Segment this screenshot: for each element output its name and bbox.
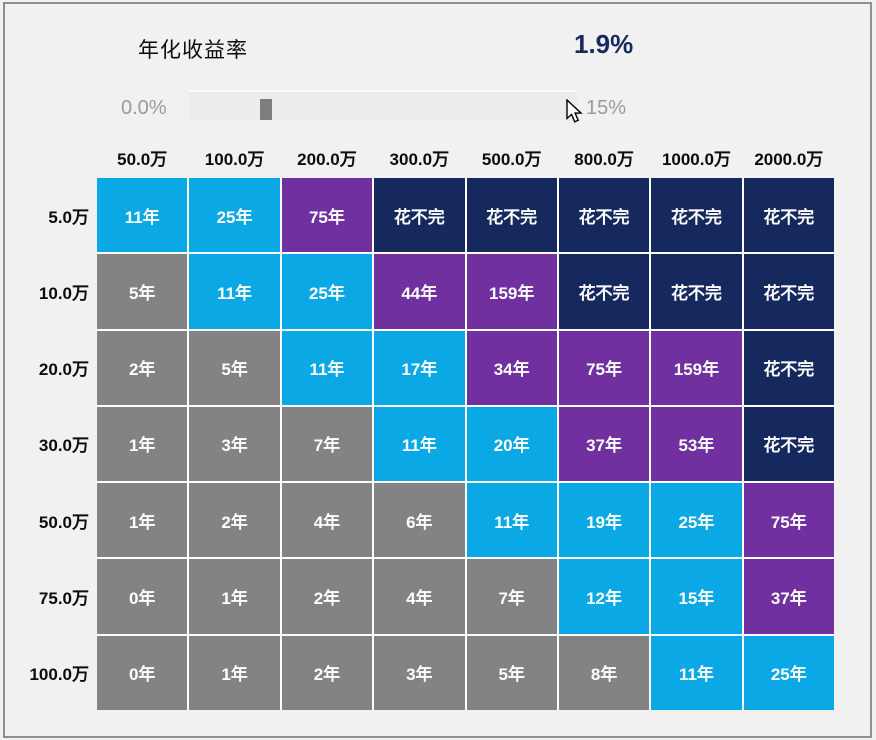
heatmap-cell[interactable]: 7年 [281,406,373,482]
heatmap-cell[interactable]: 75年 [558,330,650,405]
heatmap-cell[interactable]: 花不完 [743,178,834,253]
heatmap-cell[interactable]: 0年 [97,635,188,710]
heatmap-cell[interactable]: 3年 [189,406,280,482]
heatmap-cell[interactable]: 8年 [558,635,650,710]
row-header: 10.0万 [38,283,89,303]
column-header: 300.0万 [389,150,450,169]
heatmap-cell[interactable]: 花不完 [466,178,557,253]
row-header: 20.0万 [38,360,89,380]
heatmap-cell[interactable]: 2年 [97,330,188,405]
heatmap-cell[interactable]: 2年 [189,483,280,558]
column-header: 1000.0万 [661,150,731,169]
row-header: 100.0万 [29,665,89,685]
heatmap-row-labels: 5.0万 10.0万 20.0万 30.0万 50.0万 75.0万 100.0万 [8,178,89,710]
rate-slider-handle[interactable] [260,99,272,120]
heatmap-cell[interactable]: 6年 [374,483,465,558]
heatmap-cell[interactable]: 11年 [281,330,373,405]
heatmap-cell[interactable]: 4年 [374,559,465,634]
heatmap-cell[interactable]: 花不完 [558,254,650,329]
heatmap-cell[interactable]: 11年 [97,178,188,253]
row-header: 50.0万 [38,512,89,532]
heatmap-cell[interactable]: 159年 [651,330,742,405]
heatmap-cell[interactable]: 37年 [743,559,834,634]
heatmap-cell[interactable]: 花不完 [651,178,742,253]
column-header: 500.0万 [481,150,542,169]
slicer-title: 年化收益率 [138,39,248,62]
heatmap-cell[interactable]: 17年 [374,330,465,405]
heatmap-cell[interactable]: 花不完 [743,330,834,405]
heatmap-cell[interactable]: 3年 [374,635,465,710]
heatmap-cell[interactable]: 75年 [743,483,834,558]
heatmap-cell[interactable]: 5年 [466,635,557,710]
heatmap-cell[interactable]: 37年 [558,406,650,482]
heatmap-cell[interactable]: 34年 [466,330,557,405]
row-header: 30.0万 [38,436,89,456]
heatmap-cell[interactable]: 75年 [281,178,373,253]
rate-slider-track[interactable] [189,90,577,121]
slider-min-label: 0.0% [121,97,167,119]
slicer-value: 1.9% [574,29,634,59]
heatmap-cell[interactable]: 花不完 [374,178,465,253]
heatmap-cell[interactable]: 11年 [651,635,742,710]
heatmap-cell[interactable]: 159年 [466,254,557,329]
heatmap-cell[interactable]: 花不完 [743,406,834,482]
heatmap-cell[interactable]: 1年 [189,559,280,634]
heatmap-cell[interactable]: 花不完 [558,178,650,253]
heatmap-cell[interactable]: 25年 [189,178,280,253]
heatmap-cell[interactable]: 5年 [97,254,188,329]
heatmap-cell[interactable]: 53年 [651,406,742,482]
heatmap-grid: 11年 25年 75年 花不完 花不完 花不完 花不完 花不完 5年 11年 25年 44年 159年花… [97,178,834,710]
heatmap-cell[interactable]: 5年 [189,330,280,405]
column-header: 50.0万 [117,150,168,169]
column-header: 800.0万 [574,150,634,169]
heatmap-cell[interactable]: 7年 [466,559,557,634]
heatmap-cell[interactable]: 11年 [466,483,557,558]
heatmap-cell[interactable]: 12年 [558,559,650,634]
heatmap-cell[interactable]: 花不完 [651,254,742,329]
heatmap-cell[interactable]: 2年 [281,559,373,634]
slider-max-label: 15% [586,97,627,119]
heatmap-cell[interactable]: 1年 [189,635,280,710]
row-header: 5.0万 [48,207,89,227]
heatmap-cell[interactable]: 4年 [281,483,373,558]
column-header: 100.0万 [204,150,265,169]
row-header: 75.0万 [38,589,89,609]
heatmap-cell[interactable]: 15年 [651,559,742,634]
heatmap-cell[interactable]: 1年 [97,483,188,558]
heatmap-cell[interactable]: 44年 [374,254,465,329]
heatmap-cell[interactable]: 25年 [743,635,834,710]
heatmap-cell[interactable]: 19年 [558,483,650,558]
heatmap-cell[interactable]: 1年 [97,406,188,482]
heatmap-cell[interactable]: 2年 [281,635,373,710]
heatmap-cell[interactable]: 11年 [374,406,465,482]
heatmap-cell[interactable]: 0年 [97,559,188,634]
heatmap-cell[interactable]: 花不完 [743,254,834,329]
column-header: 2000.0万 [754,150,824,169]
heatmap-cell[interactable]: 11年 [189,254,280,329]
heatmap-cell[interactable]: 20年 [466,406,557,482]
heatmap-cell[interactable]: 25年 [281,254,373,329]
column-header: 200.0万 [297,150,357,169]
heatmap-cell[interactable]: 25年 [651,483,742,558]
heatmap-column-headers: 50.0万 100.0万 200.0万 300.0万 500.0万 800.0万 1000.… [97,147,834,173]
